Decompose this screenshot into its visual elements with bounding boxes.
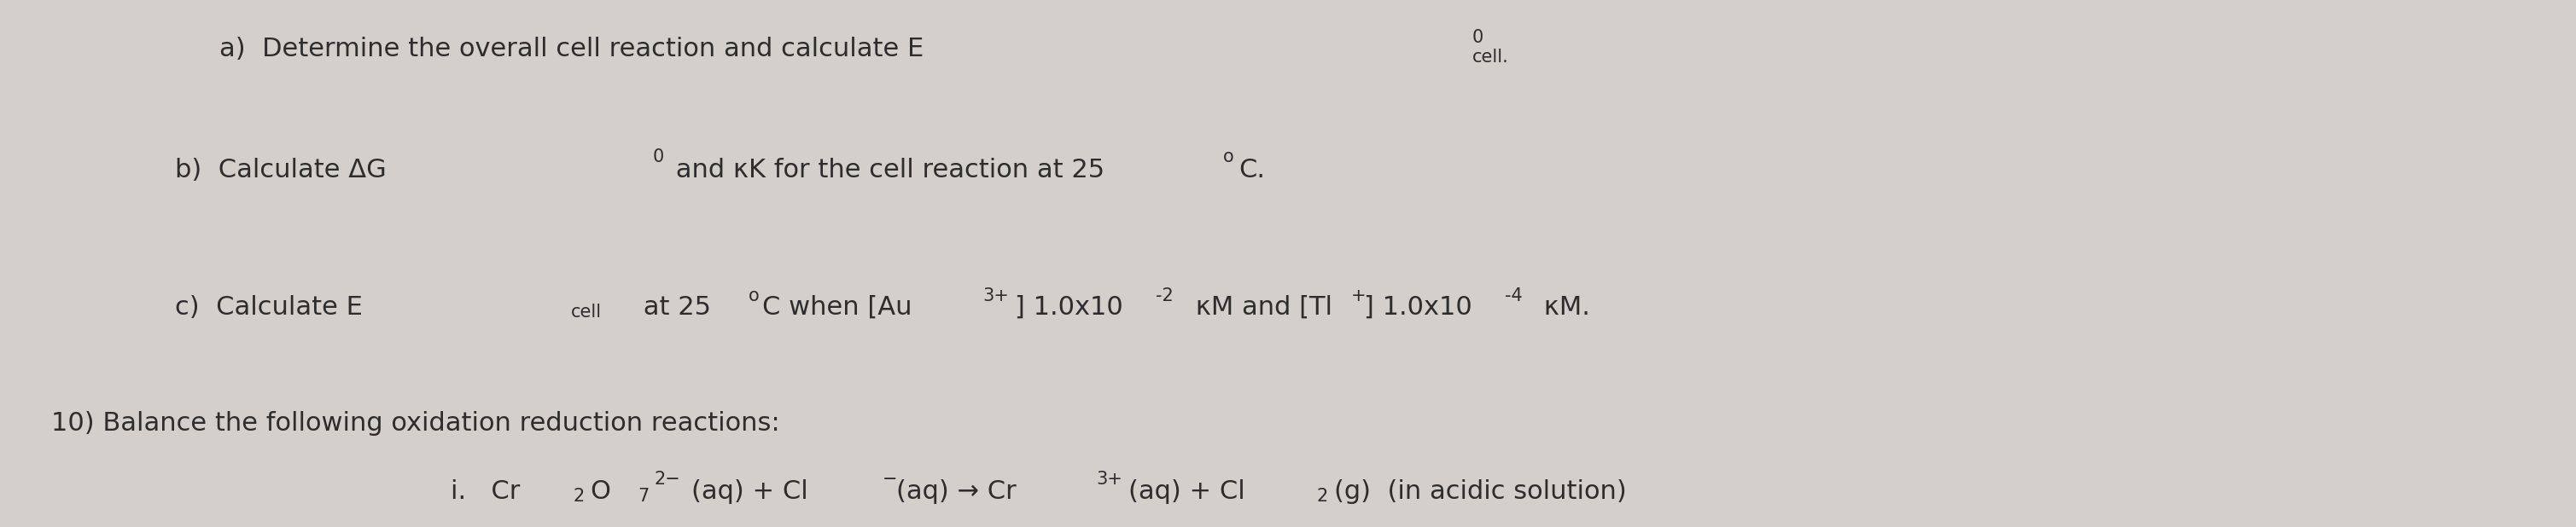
Text: ] 1.0x10: ] 1.0x10 [1365, 295, 1471, 320]
Text: cell: cell [572, 304, 600, 320]
Text: -2: -2 [1157, 287, 1175, 304]
Text: 0: 0 [1473, 29, 1484, 46]
Text: −: − [884, 471, 896, 488]
Text: O: O [590, 480, 611, 504]
Text: and κK for the cell reaction at 25: and κK for the cell reaction at 25 [667, 158, 1105, 183]
Text: -4: -4 [1504, 287, 1522, 304]
Text: 2: 2 [1316, 487, 1327, 504]
Text: (aq) + Cl: (aq) + Cl [1128, 480, 1244, 504]
Text: κM.: κM. [1535, 295, 1589, 320]
Text: C.: C. [1239, 158, 1265, 183]
Text: cell.: cell. [1473, 48, 1510, 65]
Text: 0: 0 [654, 149, 665, 165]
Text: C when [Au: C when [Au [762, 295, 912, 320]
Text: κM and [Tl: κM and [Tl [1188, 295, 1332, 320]
Text: ] 1.0x10: ] 1.0x10 [1015, 295, 1123, 320]
Text: +: + [1350, 287, 1365, 304]
Text: b)  Calculate ΔG: b) Calculate ΔG [175, 158, 386, 183]
Text: at 25: at 25 [634, 295, 711, 320]
Text: (g)  (in acidic solution): (g) (in acidic solution) [1334, 480, 1628, 504]
Text: (aq) → Cr: (aq) → Cr [896, 480, 1018, 504]
Text: o: o [1224, 149, 1234, 165]
Text: 2−: 2− [654, 471, 680, 488]
Text: o: o [747, 287, 760, 304]
Text: c)  Calculate E: c) Calculate E [175, 295, 363, 320]
Text: 10) Balance the following oxidation reduction reactions:: 10) Balance the following oxidation redu… [52, 411, 781, 436]
Text: 7: 7 [639, 487, 649, 504]
Text: a)  Determine the overall cell reaction and calculate E: a) Determine the overall cell reaction a… [219, 37, 922, 62]
Text: 3+: 3+ [1097, 471, 1123, 488]
Text: i.   Cr: i. Cr [451, 480, 520, 504]
Text: 3+: 3+ [984, 287, 1010, 304]
Text: 2: 2 [572, 487, 585, 504]
Text: (aq) + Cl: (aq) + Cl [690, 480, 809, 504]
